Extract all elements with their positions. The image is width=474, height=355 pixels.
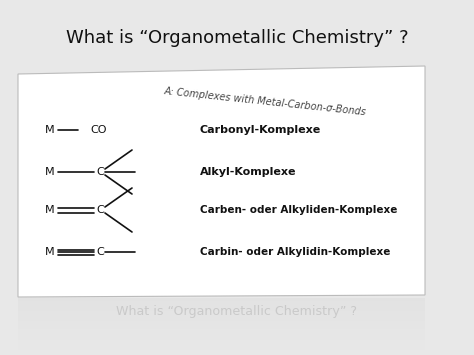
Polygon shape: [18, 329, 425, 332]
Polygon shape: [18, 301, 425, 303]
Text: Carbin- oder Alkylidin-Komplexe: Carbin- oder Alkylidin-Komplexe: [200, 247, 391, 257]
Text: Alkyl-Komplexe: Alkyl-Komplexe: [200, 167, 297, 177]
Polygon shape: [18, 332, 425, 334]
Text: Carbonyl-Komplexe: Carbonyl-Komplexe: [200, 125, 321, 135]
Polygon shape: [18, 308, 425, 311]
Text: Carben- oder Alkyliden-Komplexe: Carben- oder Alkyliden-Komplexe: [200, 205, 397, 215]
Polygon shape: [18, 324, 425, 327]
Text: M: M: [45, 167, 55, 177]
Polygon shape: [18, 311, 425, 313]
Text: C: C: [96, 247, 104, 257]
Text: C: C: [96, 205, 104, 215]
Text: A: Complexes with Metal-Carbon-σ-Bonds: A: Complexes with Metal-Carbon-σ-Bonds: [164, 86, 367, 117]
Text: What is “Organometallic Chemistry” ?: What is “Organometallic Chemistry” ?: [117, 306, 357, 318]
Text: M: M: [45, 205, 55, 215]
Polygon shape: [18, 306, 425, 308]
Polygon shape: [18, 303, 425, 306]
Polygon shape: [18, 316, 425, 319]
Polygon shape: [18, 313, 425, 316]
Polygon shape: [18, 327, 425, 329]
Text: M: M: [45, 247, 55, 257]
Text: CO: CO: [90, 125, 107, 135]
Text: What is “Organometallic Chemistry” ?: What is “Organometallic Chemistry” ?: [66, 29, 408, 47]
Polygon shape: [18, 321, 425, 324]
Polygon shape: [18, 334, 425, 337]
Text: C: C: [96, 167, 104, 177]
Polygon shape: [18, 319, 425, 321]
Polygon shape: [18, 298, 425, 301]
Polygon shape: [18, 66, 425, 297]
Text: M: M: [45, 125, 55, 135]
